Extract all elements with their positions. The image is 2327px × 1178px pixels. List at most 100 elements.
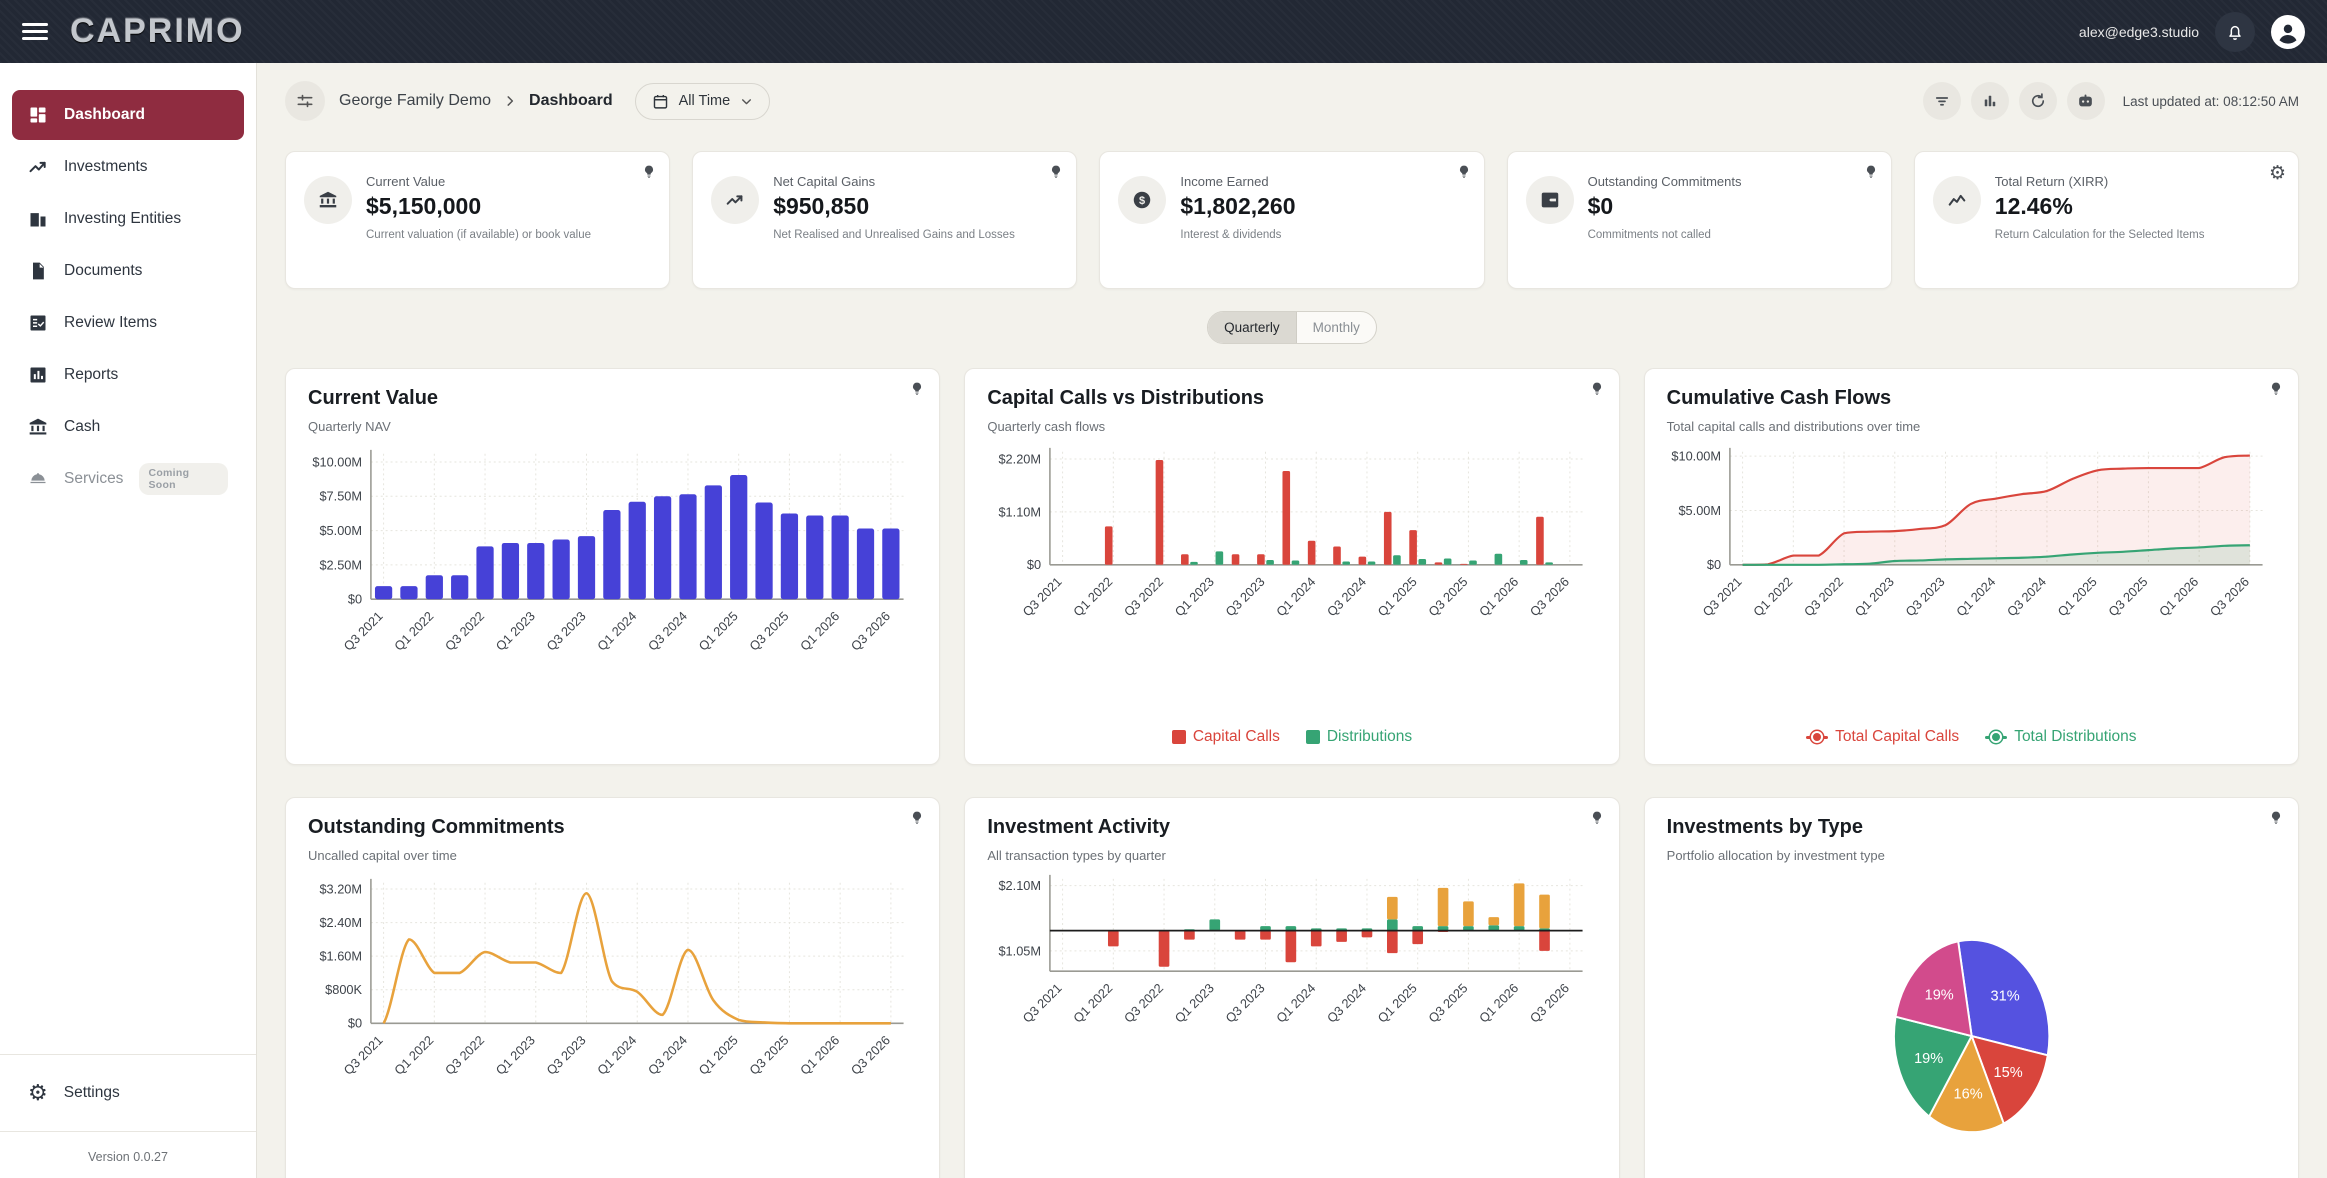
chart-card-current-value: Current Value Quarterly NAV $0$2.50M$5.0…: [285, 368, 940, 765]
lightbulb-icon[interactable]: [2268, 810, 2284, 831]
svg-text:Q3 2022: Q3 2022: [442, 608, 487, 653]
svg-text:Q1 2026: Q1 2026: [797, 1032, 842, 1077]
lightbulb-icon[interactable]: [1863, 164, 1879, 185]
svg-text:$0: $0: [1707, 557, 1721, 572]
time-filter-dropdown[interactable]: All Time: [635, 83, 771, 120]
svg-text:Q3 2024: Q3 2024: [1324, 980, 1369, 1025]
svg-text:Q3 2025: Q3 2025: [1426, 574, 1471, 619]
chart-subtitle: Portfolio allocation by investment type: [1667, 848, 2276, 863]
lightbulb-icon[interactable]: [641, 164, 657, 185]
dashboard-icon: [28, 105, 48, 125]
svg-text:Q3 2026: Q3 2026: [1527, 980, 1572, 1025]
sidebar-item-investments[interactable]: Investments: [12, 142, 244, 192]
svg-text:Q3 2023: Q3 2023: [1223, 980, 1268, 1025]
account-icon: [2273, 17, 2303, 47]
svg-text:Q3 2022: Q3 2022: [1801, 574, 1846, 619]
brand-logo: CAPRIMO: [70, 12, 245, 51]
lightbulb-icon[interactable]: [1589, 381, 1605, 402]
sidebar-item-review-items[interactable]: Review Items: [12, 298, 244, 348]
svg-text:Q3 2026: Q3 2026: [848, 1032, 893, 1077]
svg-text:$10.00M: $10.00M: [312, 454, 362, 469]
sidebar-item-services[interactable]: Services Coming Soon: [12, 454, 244, 504]
bar-chart-icon: [1981, 92, 1999, 110]
toggle-monthly[interactable]: Monthly: [1297, 312, 1376, 343]
svg-text:Q1 2025: Q1 2025: [1375, 574, 1420, 619]
chart-card-cumulative-cash-flows: Cumulative Cash Flows Total capital call…: [1644, 368, 2299, 765]
chart-title: Current Value: [308, 387, 917, 410]
kpi-description: Interest & dividends: [1180, 229, 1295, 241]
kpi-card-income-earned: $ Income Earned $1,802,260 Interest & di…: [1099, 151, 1484, 289]
hamburger-menu-icon[interactable]: [22, 19, 48, 44]
kpi-description: Return Calculation for the Selected Item…: [1995, 229, 2205, 241]
svg-text:$3.20M: $3.20M: [319, 881, 362, 896]
svg-text:Q3 2023: Q3 2023: [543, 1032, 588, 1077]
svg-text:Q3 2023: Q3 2023: [543, 608, 588, 653]
legend-swatch: [1306, 730, 1320, 744]
legend-label: Total Distributions: [2014, 728, 2136, 746]
main-content: George Family Demo Dashboard All Time: [257, 63, 2327, 1178]
investment-activity-chart: $2.10M$1.05MQ3 2021Q1 2022Q3 2022Q1 2023…: [987, 869, 1596, 1107]
svg-text:Q3 2022: Q3 2022: [1121, 574, 1166, 619]
sidebar-item-documents[interactable]: Documents: [12, 246, 244, 296]
svg-text:Q3 2021: Q3 2021: [340, 1032, 385, 1077]
kpi-title: Outstanding Commitments: [1588, 174, 1742, 189]
chart-legend: Capital Calls Distributions: [987, 728, 1596, 750]
refresh-button[interactable]: [2019, 82, 2057, 120]
svg-text:$5.00M: $5.00M: [1678, 503, 1721, 518]
svg-text:Q3 2022: Q3 2022: [442, 1032, 487, 1077]
svg-text:Q3 2023: Q3 2023: [1902, 574, 1947, 619]
lightbulb-icon[interactable]: [1048, 164, 1064, 185]
top-bar: CAPRIMO alex@edge3.studio: [0, 0, 2327, 63]
kpi-value: $5,150,000: [366, 193, 591, 220]
kpi-description: Current valuation (if available) or book…: [366, 229, 591, 241]
sidebar-item-settings[interactable]: ⚙ Settings: [12, 1068, 244, 1118]
toggle-quarterly[interactable]: Quarterly: [1208, 312, 1297, 343]
bank-icon: [304, 176, 352, 224]
lightbulb-icon[interactable]: [1456, 164, 1472, 185]
svg-text:Q3 2025: Q3 2025: [2105, 574, 2150, 619]
user-email: alex@edge3.studio: [2079, 24, 2199, 40]
sidebar-item-label: Review Items: [64, 314, 157, 332]
breadcrumb-entity[interactable]: George Family Demo: [339, 92, 491, 110]
lightbulb-icon[interactable]: [2268, 381, 2284, 402]
chart-card-capital-calls-vs-distributions: Capital Calls vs Distributions Quarterly…: [964, 368, 1619, 765]
building-icon: [28, 209, 48, 229]
svg-text:Q3 2024: Q3 2024: [1324, 574, 1369, 619]
kpi-card-outstanding-commitments: Outstanding Commitments $0 Commitments n…: [1507, 151, 1892, 289]
sidebar-item-reports[interactable]: Reports: [12, 350, 244, 400]
svg-text:$: $: [1139, 195, 1145, 207]
legend-label: Capital Calls: [1193, 728, 1280, 746]
assistant-button[interactable]: [2067, 82, 2105, 120]
time-filter-value: All Time: [679, 93, 731, 109]
svg-text:Q1 2022: Q1 2022: [1750, 574, 1795, 619]
sidebar-item-investing-entities[interactable]: Investing Entities: [12, 194, 244, 244]
account-menu-button[interactable]: [2271, 15, 2305, 49]
lightbulb-icon[interactable]: [1589, 810, 1605, 831]
kpi-title: Current Value: [366, 174, 591, 189]
chart-legend: Total Capital Calls Total Distributions: [1667, 728, 2276, 750]
outstanding-commitments-line-chart: $0$800K$1.60M$2.40M$3.20MQ3 2021Q1 2022Q…: [308, 869, 917, 1156]
refresh-icon: [2029, 92, 2047, 110]
gear-icon[interactable]: ⚙: [2269, 164, 2286, 183]
filter-icon: [1933, 92, 1951, 110]
filter-button[interactable]: [1923, 82, 1961, 120]
legend-item: Total Distributions: [1985, 728, 2136, 746]
svg-text:Q1 2024: Q1 2024: [594, 608, 639, 653]
svg-text:$1.10M: $1.10M: [999, 504, 1042, 519]
svg-text:Q1 2023: Q1 2023: [1172, 980, 1217, 1025]
chart-view-button[interactable]: [1971, 82, 2009, 120]
lightbulb-icon[interactable]: [909, 810, 925, 831]
toolbar: George Family Demo Dashboard All Time: [285, 77, 2299, 125]
legend-line-marker: [1806, 736, 1828, 739]
svg-text:Q3 2021: Q3 2021: [340, 608, 385, 653]
sidebar: Dashboard Investments Investing Entities…: [0, 63, 257, 1178]
sidebar-item-dashboard[interactable]: Dashboard: [12, 90, 244, 140]
trending-up-icon: [711, 176, 759, 224]
svg-text:Q3 2026: Q3 2026: [1527, 574, 1572, 619]
sidebar-item-cash[interactable]: Cash: [12, 402, 244, 452]
chart-title: Investment Activity: [987, 816, 1596, 839]
chart-card-investments-by-type: Investments by Type Portfolio allocation…: [1644, 797, 2299, 1178]
entity-filter-button[interactable]: [285, 81, 325, 121]
notifications-button[interactable]: [2215, 12, 2255, 52]
lightbulb-icon[interactable]: [909, 381, 925, 402]
